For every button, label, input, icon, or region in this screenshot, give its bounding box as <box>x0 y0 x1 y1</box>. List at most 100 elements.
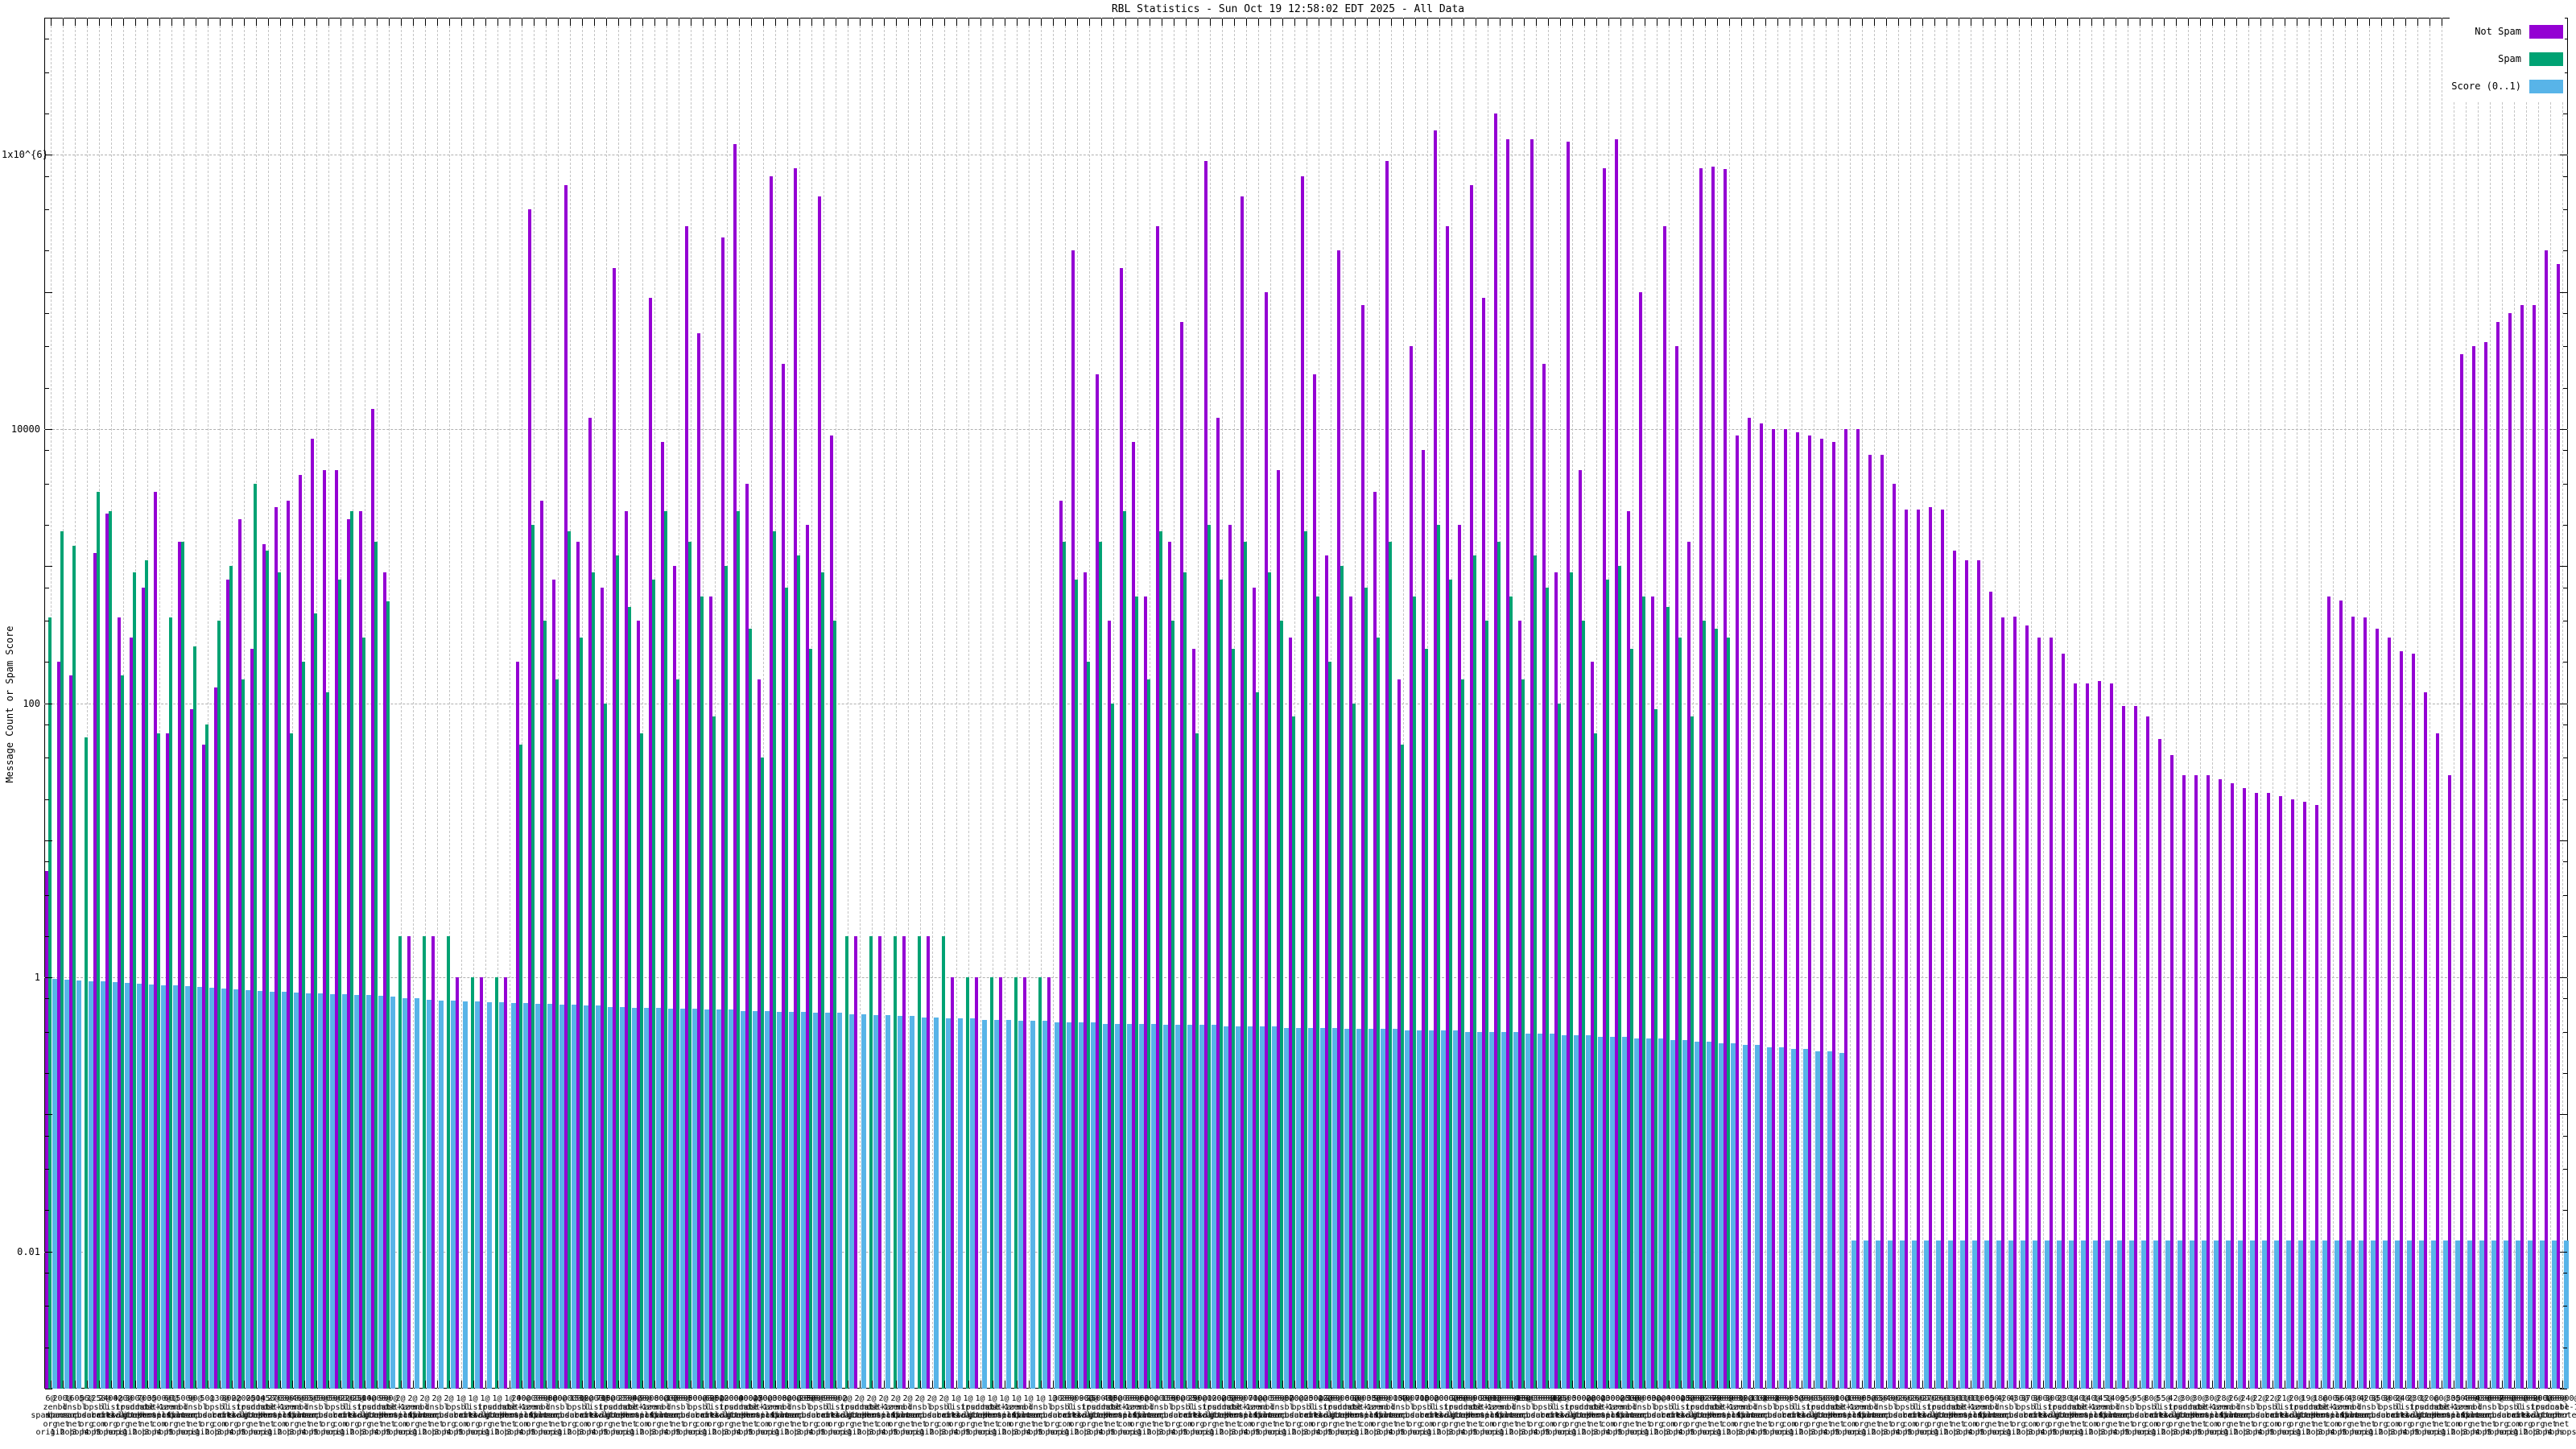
x-tick <box>1608 1381 1609 1388</box>
x-tick <box>2054 19 2056 26</box>
bar-spam <box>1099 542 1102 1389</box>
bar-spam <box>1268 572 1271 1389</box>
x-tick <box>1596 1381 1597 1388</box>
minor-gridline <box>2344 18 2346 1389</box>
x-tick-label: 700@ zen spamhaus org 4 hops <box>1238 1394 1278 1437</box>
bar-score <box>1236 1026 1241 1389</box>
x-tick <box>1294 19 1295 26</box>
x-tick <box>1378 19 1380 26</box>
bar-score <box>2371 1241 2376 1389</box>
bar-not-spam <box>1940 509 1944 1389</box>
x-tick-label: 240@ list dnswl org 3 hops <box>2390 1394 2420 1437</box>
bar-not-spam <box>1602 167 1606 1389</box>
x-tick <box>569 19 571 26</box>
bar-not-spam <box>527 209 531 1389</box>
bar-score <box>1018 1021 1023 1389</box>
x-tick-label: 3000@ bl spamcop net 5 hops <box>528 1394 563 1437</box>
x-tick <box>1547 19 1549 26</box>
minor-gridline <box>2091 18 2092 1389</box>
minor-gridline <box>2465 18 2467 1389</box>
minor-gridline <box>1740 18 1742 1389</box>
x-tick-label: 70000@ psbl surriel com origin <box>2496 1394 2531 1437</box>
bar-not-spam <box>1409 346 1413 1389</box>
bar-not-spam <box>2314 805 2318 1389</box>
x-tick <box>110 19 112 26</box>
x-tick <box>630 19 631 26</box>
x-tick <box>557 1381 559 1388</box>
x-tick-label: 3500@ hostkarma junkemailfilter com 3 ho… <box>122 1394 196 1437</box>
x-tick <box>388 19 390 26</box>
x-tick <box>2417 19 2418 26</box>
x-tick-label: 3000@ zen spamhaus org 2 hops <box>272 1394 312 1437</box>
x-tick-label: 90000@ hostkarma junkemailfilter com 5 h… <box>1451 1394 1524 1437</box>
x-tick <box>1294 1381 1295 1388</box>
legend-entry-spam: Spam <box>2451 45 2563 72</box>
bar-not-spam <box>1699 167 1703 1389</box>
x-tick <box>2368 1381 2370 1388</box>
y-tick <box>45 977 52 979</box>
x-tick <box>159 1381 160 1388</box>
bar-score <box>1610 1036 1615 1389</box>
bar-not-spam <box>2447 774 2451 1389</box>
x-tick <box>1559 1381 1561 1388</box>
bar-not-spam <box>1107 620 1111 1389</box>
x-tick <box>2308 19 2310 26</box>
x-tick-label: 80@ psbl surriel com origin <box>2134 1394 2169 1437</box>
x-tick <box>400 1381 402 1388</box>
x-tick <box>750 19 752 26</box>
bar-not-spam <box>1445 226 1449 1389</box>
bar-score <box>2057 1241 2062 1389</box>
bar-score <box>1405 1030 1410 1389</box>
bar-score <box>1513 1031 1518 1389</box>
bar-not-spam <box>1747 418 1751 1389</box>
x-tick <box>2018 1381 2020 1388</box>
x-tick-label: 100000@ bl spamcop net 5 hops <box>1253 1394 1287 1437</box>
x-tick-label: 2@ zen spamhaus org 4 hops <box>876 1394 915 1437</box>
bar-spam <box>1316 596 1319 1389</box>
x-tick <box>545 19 547 26</box>
x-tick <box>1076 1381 1078 1388</box>
bar-score <box>2467 1241 2472 1389</box>
bar-score <box>1344 1029 1349 1389</box>
x-tick <box>1523 1381 1525 1388</box>
bar-spam <box>1715 628 1718 1389</box>
bar-score <box>1948 1241 1953 1389</box>
x-tick <box>1245 1381 1247 1388</box>
x-tick <box>1221 1381 1223 1388</box>
bar-spam <box>169 617 172 1389</box>
bar-not-spam <box>1916 509 1920 1389</box>
x-tick-label: 2@ ips backscatterer org origin <box>815 1394 879 1437</box>
bar-not-spam <box>877 935 881 1389</box>
x-tick <box>1777 1381 1778 1388</box>
x-tick-label: 1@ b barracudacentral org 5 hops <box>1013 1394 1092 1437</box>
x-tick-label: 1500@ ips backscatterer org 4 hops <box>1661 1394 1724 1437</box>
x-tick-label: 145@ zen spamhaus org 2 hops <box>2083 1394 2123 1437</box>
bar-score <box>692 1009 697 1389</box>
legend-entry-score: Score (0..1) <box>2451 72 2563 100</box>
bar-not-spam <box>781 363 785 1389</box>
x-tick-label: 2600@ truncate gbudb net 1 hop <box>1926 1394 1966 1437</box>
bar-spam <box>1449 579 1452 1389</box>
bar-score <box>2504 1241 2508 1389</box>
x-tick <box>2066 1381 2068 1388</box>
bar-score <box>1320 1027 1325 1389</box>
x-tick <box>1040 19 1042 26</box>
x-tick <box>412 19 414 26</box>
bar-score <box>2262 1241 2267 1389</box>
bar-not-spam <box>407 935 411 1389</box>
bar-not-spam <box>189 709 193 1389</box>
bar-not-spam <box>2496 322 2500 1389</box>
x-tick-label: 50000@ psbl surriel com origin <box>685 1394 720 1437</box>
x-tick <box>1137 19 1138 26</box>
x-tick-label: 900000@ ips backscatterer org origin <box>1178 1394 1241 1437</box>
x-tick <box>231 19 233 26</box>
bar-not-spam <box>636 620 640 1389</box>
x-tick-label: 250@ list dnswl org 5 hops <box>1183 1394 1212 1437</box>
bar-not-spam <box>2230 783 2234 1389</box>
bar-not-spam <box>1083 572 1087 1389</box>
bar-spam <box>374 542 378 1389</box>
x-tick <box>654 19 655 26</box>
bar-score <box>52 979 57 1389</box>
bar-spam <box>1630 648 1633 1389</box>
x-tick <box>1596 19 1597 26</box>
